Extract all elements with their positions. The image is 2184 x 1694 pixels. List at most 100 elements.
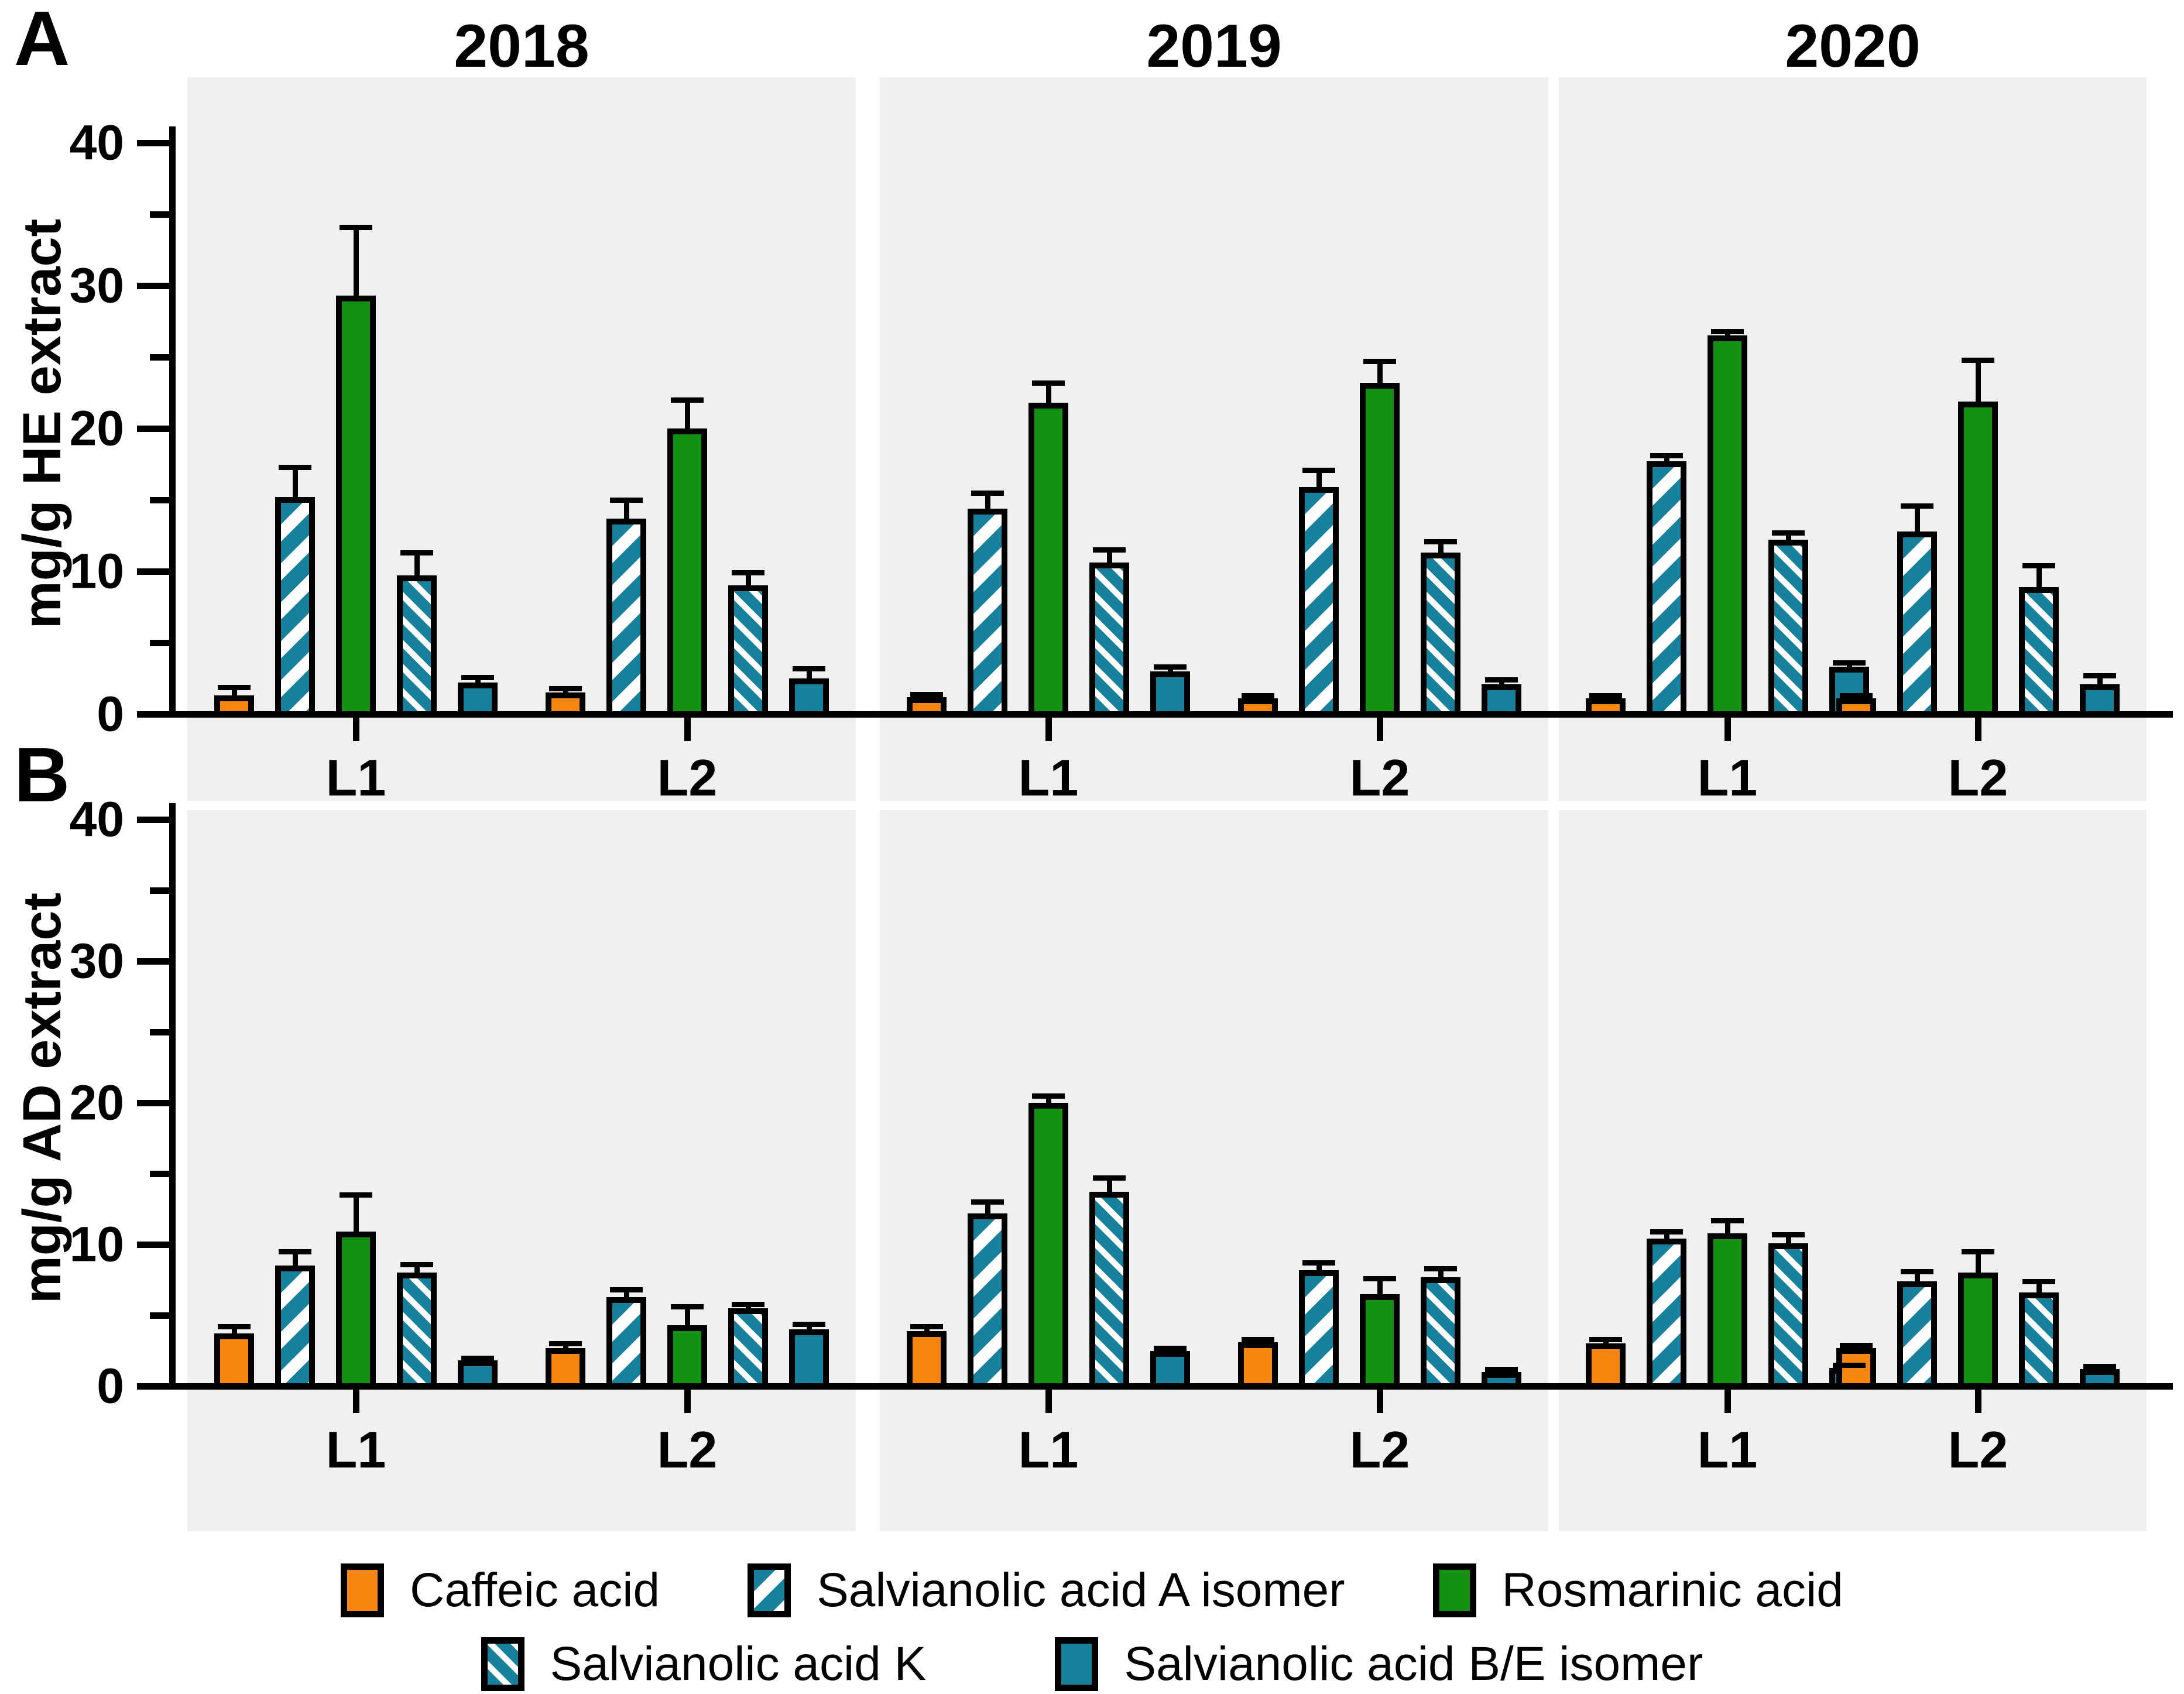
error-bar-stem xyxy=(685,400,690,440)
x-group-label: L2 xyxy=(1349,1421,1410,1479)
error-bar-cap xyxy=(2022,1278,2055,1284)
legend-label: Rosmarinic acid xyxy=(1501,1563,1843,1617)
bar xyxy=(1421,1277,1460,1390)
bar xyxy=(1768,1243,1808,1390)
x-group-label: L1 xyxy=(325,749,386,807)
bar xyxy=(1708,1233,1747,1390)
y-major-tick xyxy=(137,711,169,718)
bar xyxy=(789,1329,829,1390)
y-minor-tick xyxy=(150,211,169,218)
y-tick-label: 10 xyxy=(69,543,124,599)
bar xyxy=(336,1232,376,1390)
error-bar-cap xyxy=(279,1249,311,1255)
error-bar-cap xyxy=(1424,1266,1457,1272)
error-bar-stem xyxy=(1725,1220,1730,1245)
error-bar-stem xyxy=(1976,1251,1981,1285)
y-tick-label: 40 xyxy=(69,115,124,170)
error-bar-cap xyxy=(610,1287,643,1293)
x-group-tick xyxy=(1724,718,1731,741)
bar xyxy=(397,1273,437,1390)
error-bar-cap xyxy=(1650,1229,1683,1235)
y-major-tick xyxy=(137,1242,169,1248)
error-bar-cap xyxy=(2083,1364,2116,1370)
bar xyxy=(397,575,437,718)
x-group-tick xyxy=(1377,718,1383,741)
error-bar-cap xyxy=(218,684,251,690)
error-bar-cap xyxy=(1833,660,1866,666)
error-bar-cap xyxy=(461,1355,494,1361)
error-bar-cap xyxy=(1032,380,1065,386)
x-group-tick xyxy=(353,1390,359,1413)
bar xyxy=(214,1333,254,1390)
error-bar-cap xyxy=(1485,677,1518,683)
x-group-label: L1 xyxy=(325,1421,386,1479)
error-bar-stem xyxy=(1316,469,1322,499)
x-axis xyxy=(169,1383,2173,1390)
x-group-label: L2 xyxy=(1349,749,1410,807)
bar xyxy=(606,1297,646,1390)
error-bar-cap xyxy=(793,1321,825,1327)
error-bar-cap xyxy=(1363,1276,1396,1282)
x-group-tick xyxy=(1377,1390,1383,1413)
y-major-tick xyxy=(137,958,169,965)
error-bar-cap xyxy=(2022,563,2055,569)
year-title: 2020 xyxy=(1785,12,1921,80)
y-minor-tick xyxy=(150,1029,169,1035)
y-major-tick xyxy=(137,1383,169,1390)
error-bar-cap xyxy=(1962,357,1994,363)
error-bar-cap xyxy=(793,666,825,671)
bar xyxy=(968,508,1007,718)
bar xyxy=(606,518,646,718)
legend-row-2: Salvianolic acid K Salvianolic acid B/E … xyxy=(0,1632,2184,1694)
x-group-tick xyxy=(1045,718,1052,741)
error-bar-cap xyxy=(1302,467,1335,473)
error-bar-cap xyxy=(340,224,372,230)
y-tick-label: 40 xyxy=(69,791,124,847)
error-bar-cap xyxy=(671,1304,704,1310)
legend-label: Salvianolic acid B/E isomer xyxy=(1124,1637,1703,1690)
x-group-label: L1 xyxy=(1697,749,1758,807)
bar xyxy=(1299,1270,1339,1390)
bar xyxy=(1586,1343,1626,1390)
x-group-label: L1 xyxy=(1018,1421,1079,1479)
bar xyxy=(1028,1103,1068,1390)
error-bar-stem xyxy=(1976,359,1981,413)
y-tick-label: 30 xyxy=(69,258,124,313)
error-bar-cap xyxy=(1093,547,1126,553)
bar xyxy=(1360,1294,1400,1390)
error-bar-stem xyxy=(414,553,420,588)
y-minor-tick xyxy=(150,887,169,894)
error-bar-cap xyxy=(1901,503,1933,509)
bar xyxy=(1768,540,1808,718)
x-group-label: L1 xyxy=(1018,749,1079,807)
bar xyxy=(907,1330,947,1390)
error-bar-stem xyxy=(354,227,359,308)
y-minor-tick xyxy=(150,1312,169,1319)
bar xyxy=(1897,1281,1937,1390)
error-bar-stem xyxy=(1377,361,1383,395)
error-bar-cap xyxy=(1424,539,1457,544)
x-group-label: L1 xyxy=(1697,1421,1758,1479)
plot-area-B-2018 xyxy=(187,810,856,1531)
error-bar-cap xyxy=(1242,1337,1274,1343)
y-minor-tick xyxy=(150,354,169,361)
x-group-tick xyxy=(353,718,359,741)
error-bar-cap xyxy=(1711,1218,1744,1223)
error-bar-cap xyxy=(1154,1345,1187,1351)
error-bar-cap xyxy=(1242,693,1274,699)
y-tick-label: 0 xyxy=(97,1358,124,1414)
error-bar-stem xyxy=(1107,1178,1112,1204)
bar xyxy=(1299,487,1339,718)
error-bar-cap xyxy=(610,498,643,503)
y-tick-label: 30 xyxy=(69,933,124,989)
error-bar-cap xyxy=(2083,673,2116,679)
x-group-label: L2 xyxy=(1948,1421,2008,1479)
error-bar-cap xyxy=(218,1324,251,1330)
error-bar-cap xyxy=(549,686,582,692)
error-bar-stem xyxy=(2036,565,2042,599)
error-bar-stem xyxy=(1377,1278,1383,1306)
x-group-label: L2 xyxy=(657,1421,718,1479)
error-bar-stem xyxy=(1046,382,1051,415)
error-bar-cap xyxy=(1901,1268,1933,1274)
bar xyxy=(336,296,376,718)
